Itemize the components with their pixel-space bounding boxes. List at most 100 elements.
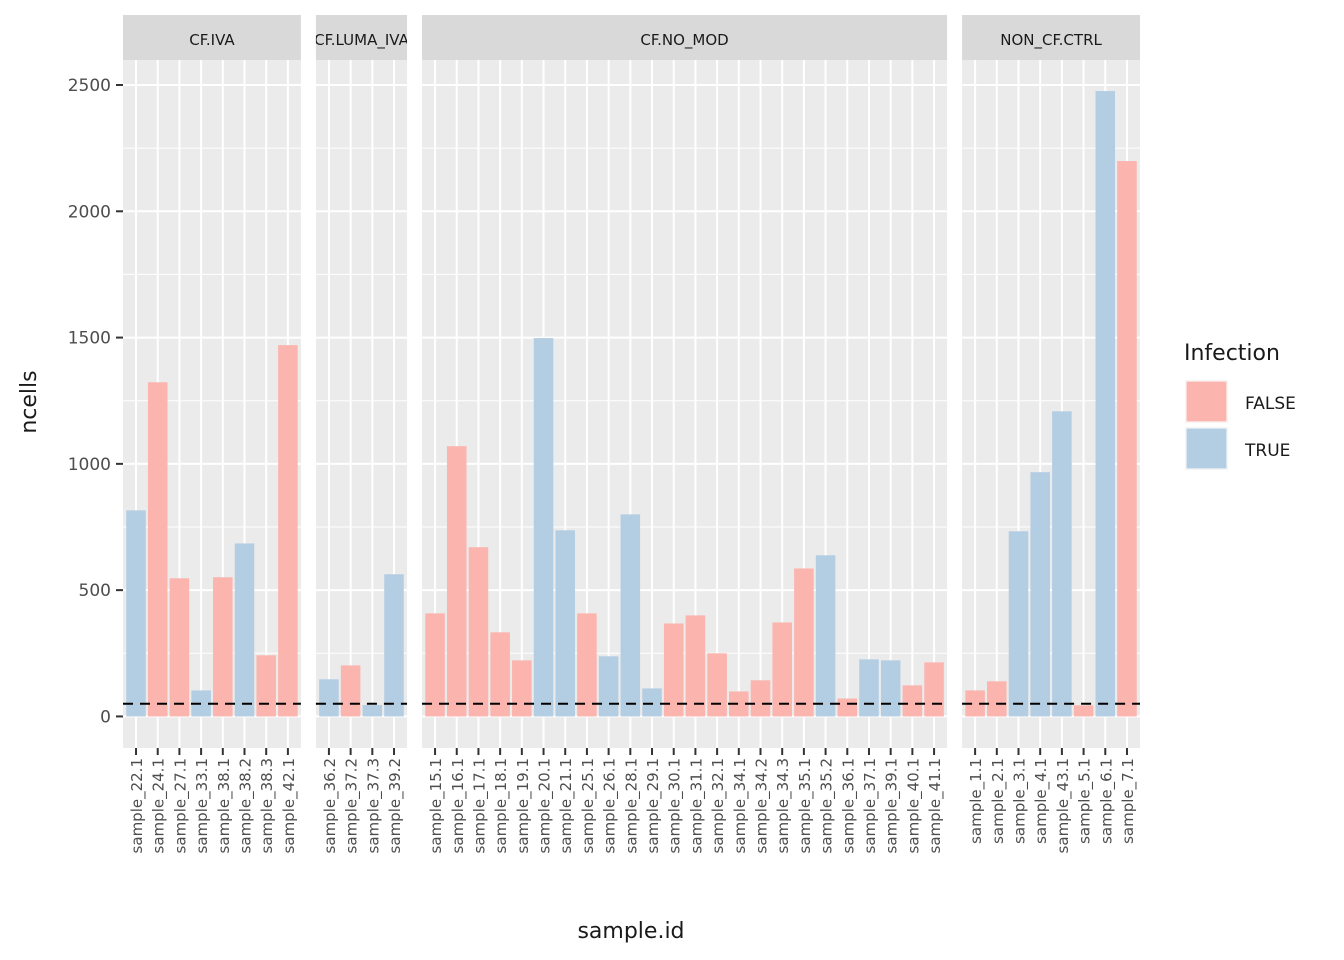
y-tick-label: 1500 [68, 329, 111, 349]
x-tick-label: sample_15.1 [427, 758, 446, 853]
x-tick-label: sample_39.1 [883, 758, 902, 853]
x-tick-label: sample_20.1 [536, 758, 555, 853]
x-tick-label: sample_26.1 [601, 758, 620, 853]
x-tick-label: sample_36.2 [321, 758, 340, 853]
y-tick-label: 0 [100, 707, 111, 727]
y-tick-label: 500 [79, 581, 111, 601]
x-tick-label: sample_16.1 [449, 758, 468, 853]
bar [319, 679, 339, 717]
x-tick-label: sample_34.2 [753, 758, 772, 853]
x-tick-label: sample_34.1 [731, 758, 750, 853]
x-tick-label: sample_4.1 [1032, 758, 1051, 844]
bar [794, 568, 814, 717]
bar [340, 665, 361, 717]
bar [685, 615, 706, 717]
x-tick-label: sample_36.1 [839, 758, 858, 853]
legend-title: Infection [1184, 341, 1280, 366]
x-tick-label: sample_34.3 [774, 758, 793, 853]
bar [772, 622, 792, 717]
bar [880, 660, 901, 717]
bar [924, 662, 944, 717]
bar [191, 690, 211, 717]
bar [598, 656, 619, 717]
facet-label: CF.LUMA_IVA [314, 31, 409, 50]
x-tick-label: sample_24.1 [150, 758, 169, 853]
x-tick-label: sample_22.1 [128, 758, 147, 853]
facet-strip [422, 15, 948, 60]
x-tick-label: sample_35.2 [818, 758, 837, 853]
bar [729, 691, 749, 717]
bar [384, 574, 404, 717]
bar [213, 577, 233, 717]
y-axis-title: ncells [17, 370, 42, 433]
bar [815, 555, 836, 717]
x-tick-label: sample_25.1 [579, 758, 598, 853]
bar [1095, 91, 1116, 717]
legend-swatch [1185, 427, 1228, 470]
x-axis-title: sample.id [577, 919, 684, 944]
bar [1073, 705, 1094, 717]
bar [902, 685, 923, 717]
bar [512, 660, 532, 717]
bar [278, 345, 298, 717]
x-tick-label: sample_19.1 [514, 758, 533, 853]
x-tick-label: sample_1.1 [967, 758, 986, 844]
x-tick-label: sample_32.1 [709, 758, 728, 853]
bar [750, 680, 771, 717]
x-tick-label: sample_29.1 [644, 758, 663, 853]
bar [1052, 411, 1072, 717]
bar [362, 705, 383, 717]
bar [147, 382, 168, 717]
x-tick-label: sample_40.1 [904, 758, 923, 853]
facet-label: CF.NO_MOD [640, 31, 728, 50]
legend-label: FALSE [1245, 394, 1296, 414]
bar [126, 510, 146, 717]
bar [425, 613, 445, 717]
bar [256, 655, 276, 717]
bar [169, 578, 190, 717]
x-tick-label: sample_18.1 [492, 758, 511, 853]
x-tick-label: sample_37.3 [364, 758, 383, 853]
y-tick-label: 1000 [68, 455, 111, 475]
x-tick-label: sample_38.3 [258, 758, 277, 853]
y-tick-label: 2000 [68, 202, 111, 222]
facet-label: NON_CF.CTRL [1000, 31, 1102, 50]
x-tick-label: sample_17.1 [470, 758, 489, 853]
facet-strip [123, 15, 301, 60]
bar [663, 623, 684, 717]
bar [987, 681, 1007, 717]
x-tick-label: sample_42.1 [280, 758, 299, 853]
x-tick-label: sample_30.1 [666, 758, 685, 853]
legend-swatch [1185, 380, 1228, 423]
x-tick-label: sample_38.1 [215, 758, 234, 853]
facet-strip [962, 15, 1140, 60]
bar [707, 653, 727, 717]
bar [577, 613, 597, 717]
x-tick-label: sample_5.1 [1076, 758, 1095, 844]
bar [620, 514, 641, 717]
x-tick-label: sample_37.1 [861, 758, 880, 853]
bar [837, 698, 858, 717]
facet-label: CF.IVA [189, 31, 235, 49]
x-tick-label: sample_43.1 [1054, 758, 1073, 853]
x-tick-label: sample_3.1 [1011, 758, 1030, 844]
bar [234, 543, 255, 717]
x-tick-label: sample_39.2 [386, 758, 405, 853]
x-tick-label: sample_21.1 [557, 758, 576, 853]
x-tick-label: sample_2.1 [989, 758, 1008, 844]
bar [446, 446, 467, 717]
bar [490, 632, 510, 717]
x-tick-label: sample_35.1 [796, 758, 815, 853]
x-tick-label: sample_27.1 [171, 758, 190, 853]
bar [555, 530, 575, 717]
x-tick-label: sample_28.1 [622, 758, 641, 853]
bar [533, 338, 554, 717]
x-tick-label: sample_7.1 [1119, 758, 1138, 844]
bar [642, 688, 662, 717]
x-tick-label: sample_38.2 [237, 758, 256, 853]
bar [468, 547, 489, 717]
x-tick-label: sample_41.1 [926, 758, 945, 853]
x-tick-label: sample_31.1 [687, 758, 706, 853]
